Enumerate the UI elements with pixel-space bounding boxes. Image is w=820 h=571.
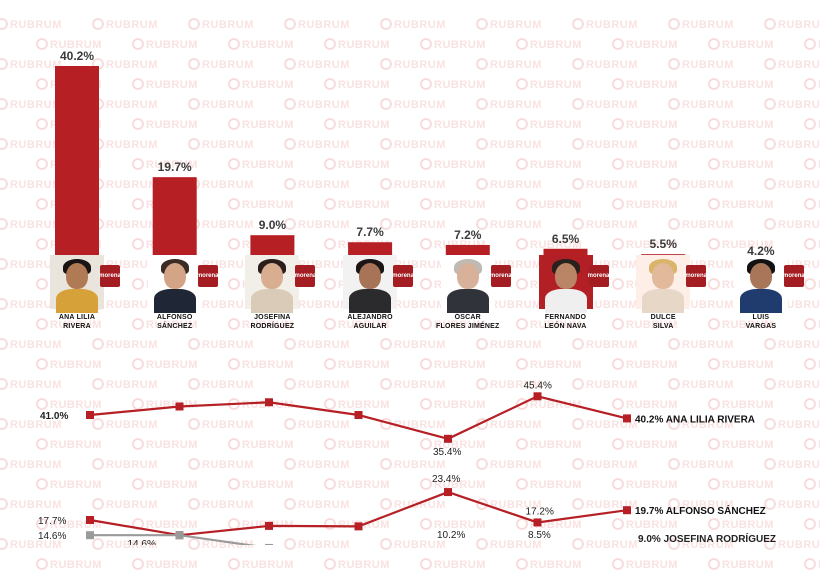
line-point	[86, 516, 94, 524]
line-point	[623, 506, 631, 515]
candidate-photo: morena	[538, 255, 609, 313]
line-point	[265, 398, 273, 407]
candidate-card: morena ALEJANDRO AGUILAR	[324, 255, 416, 331]
line-point-label: 35.4%	[433, 447, 461, 458]
line-point	[265, 543, 273, 545]
line-point	[444, 434, 452, 443]
line-extra-label: 10.2%	[437, 530, 465, 541]
bar-chart: 40.2% 19.7% 9.0% 7.7% 7.2% 6.5% 5.5% 4.2%	[55, 49, 783, 284]
candidate-card: morena LUIS VARGAS	[715, 255, 807, 331]
line-point	[265, 521, 273, 530]
bar-value-label: 7.2%	[454, 228, 482, 242]
candidate-name: ALEJANDRO AGUILAR	[347, 314, 393, 330]
bar-value-label: 5.5%	[650, 237, 678, 251]
candidate-card: morena ÓSCAR FLORES JIMÉNEZ	[422, 255, 514, 331]
line-point	[623, 414, 631, 423]
party-logo: morena	[588, 265, 609, 287]
watermark-logo: RUBRUM	[36, 558, 102, 571]
party-logo: morena	[99, 265, 121, 287]
candidate-card: morena ANA LILIA RIVERA	[31, 255, 123, 331]
bar-value-label: 40.2%	[60, 49, 94, 63]
candidate-card: morena ALFONSO SÁNCHEZ	[129, 255, 221, 331]
candidate-photo: morena	[636, 255, 707, 313]
watermark-logo: RUBRUM	[324, 558, 390, 571]
party-logo: morena	[783, 265, 805, 287]
bar-value-label: 6.5%	[552, 232, 580, 246]
candidate-photo: morena	[733, 255, 805, 313]
bar-value-label: 7.7%	[356, 225, 384, 239]
candidate-photo: morena	[440, 255, 512, 313]
candidate-card: morena FERNANDO LEÓN NAVA	[520, 255, 612, 331]
line-point-label: 23.4%	[432, 474, 460, 485]
party-logo: morena	[685, 265, 707, 287]
line-point	[354, 522, 363, 531]
line-point	[533, 392, 542, 401]
line-point	[533, 518, 542, 527]
line-chart: 41.0% 35.4% 45.4% 40.2% ANA LILIA RIVERA 17.…	[38, 380, 776, 545]
line-extra-label: 9.0% JOSEFINA RODRÍGUEZ	[638, 532, 776, 545]
candidate-photo: morena	[343, 255, 414, 313]
watermark-logo: RUBRUM	[612, 558, 678, 571]
watermark-logo: RUBRUM	[420, 558, 486, 571]
candidate-name: DULCE SILVA	[650, 314, 676, 330]
candidate-photo: morena	[50, 255, 121, 313]
line-point	[175, 531, 184, 540]
candidate-name: ALFONSO SÁNCHEZ	[156, 314, 193, 330]
line-point	[175, 402, 184, 411]
bar-value-label: 9.0%	[259, 218, 287, 232]
line-end-label: 19.7% ALFONSO SÁNCHEZ	[635, 504, 766, 517]
line-point	[354, 411, 363, 419]
line-point	[86, 411, 94, 419]
candidate-card: morena DULCE SILVA	[617, 255, 709, 331]
line-point-label: 45.4%	[524, 380, 552, 391]
line-extra-label: 8.5%	[528, 530, 551, 541]
line-point-label: 17.7%	[38, 516, 66, 527]
watermark-logo: RUBRUM	[132, 558, 198, 571]
watermark-logo: RUBRUM	[516, 558, 582, 571]
party-logo: morena	[392, 265, 414, 287]
watermark-logo: RUBRUM	[804, 558, 820, 571]
bar-value-label: 4.2%	[747, 244, 775, 258]
watermark-logo: RUBRUM	[228, 558, 294, 571]
watermark-logo: RUBRUM	[708, 558, 774, 571]
candidate-name: LUIS VARGAS	[745, 314, 777, 330]
party-logo: morena	[295, 265, 316, 287]
bar-value-label: 19.7%	[158, 160, 192, 174]
candidate-card: morena JOSEFINA RODRÍGUEZ	[226, 255, 318, 331]
line-end-label: 40.2% ANA LILIA RIVERA	[635, 414, 755, 425]
line-point-label: 14.6%	[128, 539, 156, 545]
line-point-label: 17.2%	[526, 506, 554, 517]
line-point	[86, 531, 94, 540]
line-point-label: 14.6%	[38, 531, 66, 542]
line-point-label: 41.0%	[40, 411, 68, 422]
candidate-name: JOSEFINA RODRÍGUEZ	[250, 314, 295, 330]
candidate-name: ÓSCAR FLORES JIMÉNEZ	[436, 314, 500, 330]
bar-1	[55, 66, 99, 284]
candidate-photo: morena	[147, 255, 219, 313]
party-logo: morena	[197, 265, 219, 287]
line-point	[444, 488, 452, 497]
party-logo: morena	[490, 265, 512, 287]
candidate-name: ANA LILIA RIVERA	[58, 314, 96, 330]
candidate-name: FERNANDO LEÓN NAVA	[544, 314, 587, 330]
candidate-photo: morena	[245, 255, 316, 313]
